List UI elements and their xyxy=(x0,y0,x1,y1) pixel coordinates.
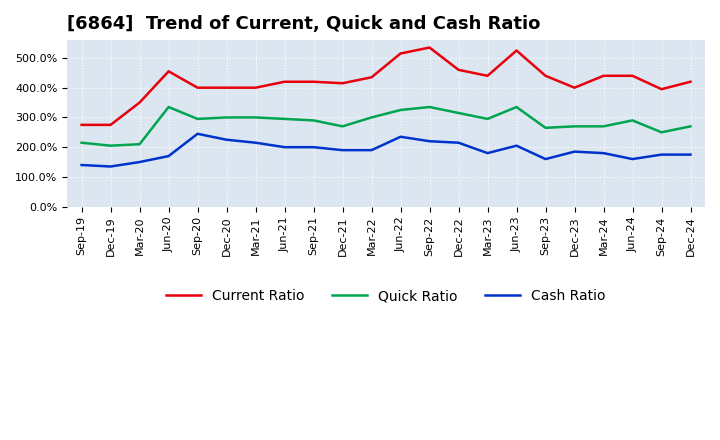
Quick Ratio xyxy=(657,130,666,135)
Line: Quick Ratio: Quick Ratio xyxy=(81,107,690,146)
Quick Ratio xyxy=(512,104,521,110)
Current Ratio xyxy=(599,73,608,78)
Quick Ratio xyxy=(628,118,636,123)
Cash Ratio xyxy=(251,140,260,145)
Cash Ratio xyxy=(338,147,347,153)
Current Ratio xyxy=(570,85,579,90)
Quick Ratio xyxy=(280,116,289,121)
Current Ratio xyxy=(367,75,376,80)
Current Ratio xyxy=(135,100,144,105)
Quick Ratio xyxy=(570,124,579,129)
Cash Ratio xyxy=(367,147,376,153)
Current Ratio xyxy=(193,85,202,90)
Current Ratio xyxy=(628,73,636,78)
Quick Ratio xyxy=(251,115,260,120)
Quick Ratio xyxy=(483,116,492,121)
Cash Ratio xyxy=(222,137,231,143)
Cash Ratio xyxy=(570,149,579,154)
Cash Ratio xyxy=(280,144,289,150)
Quick Ratio xyxy=(426,104,434,110)
Quick Ratio xyxy=(222,115,231,120)
Cash Ratio xyxy=(135,159,144,165)
Cash Ratio xyxy=(193,131,202,136)
Cash Ratio xyxy=(599,150,608,156)
Cash Ratio xyxy=(657,152,666,157)
Quick Ratio xyxy=(541,125,550,131)
Quick Ratio xyxy=(164,104,173,110)
Current Ratio xyxy=(280,79,289,84)
Current Ratio xyxy=(512,48,521,53)
Cash Ratio xyxy=(541,157,550,162)
Line: Current Ratio: Current Ratio xyxy=(81,48,690,125)
Current Ratio xyxy=(426,45,434,50)
Current Ratio xyxy=(222,85,231,90)
Quick Ratio xyxy=(193,116,202,121)
Cash Ratio xyxy=(628,157,636,162)
Cash Ratio xyxy=(164,154,173,159)
Quick Ratio xyxy=(338,124,347,129)
Current Ratio xyxy=(686,79,695,84)
Text: [6864]  Trend of Current, Quick and Cash Ratio: [6864] Trend of Current, Quick and Cash … xyxy=(67,15,541,33)
Quick Ratio xyxy=(309,118,318,123)
Current Ratio xyxy=(251,85,260,90)
Current Ratio xyxy=(164,69,173,74)
Current Ratio xyxy=(541,73,550,78)
Cash Ratio xyxy=(483,150,492,156)
Current Ratio xyxy=(483,73,492,78)
Quick Ratio xyxy=(686,124,695,129)
Cash Ratio xyxy=(426,139,434,144)
Cash Ratio xyxy=(107,164,115,169)
Current Ratio xyxy=(657,87,666,92)
Line: Cash Ratio: Cash Ratio xyxy=(81,134,690,166)
Quick Ratio xyxy=(454,110,463,116)
Current Ratio xyxy=(338,81,347,86)
Current Ratio xyxy=(454,67,463,73)
Current Ratio xyxy=(309,79,318,84)
Current Ratio xyxy=(77,122,86,128)
Cash Ratio xyxy=(309,144,318,150)
Quick Ratio xyxy=(107,143,115,148)
Cash Ratio xyxy=(77,162,86,168)
Quick Ratio xyxy=(135,142,144,147)
Current Ratio xyxy=(396,51,405,56)
Quick Ratio xyxy=(367,115,376,120)
Cash Ratio xyxy=(396,134,405,139)
Quick Ratio xyxy=(599,124,608,129)
Legend: Current Ratio, Quick Ratio, Cash Ratio: Current Ratio, Quick Ratio, Cash Ratio xyxy=(161,283,611,308)
Cash Ratio xyxy=(686,152,695,157)
Quick Ratio xyxy=(77,140,86,145)
Current Ratio xyxy=(107,122,115,128)
Cash Ratio xyxy=(454,140,463,145)
Quick Ratio xyxy=(396,107,405,113)
Cash Ratio xyxy=(512,143,521,148)
